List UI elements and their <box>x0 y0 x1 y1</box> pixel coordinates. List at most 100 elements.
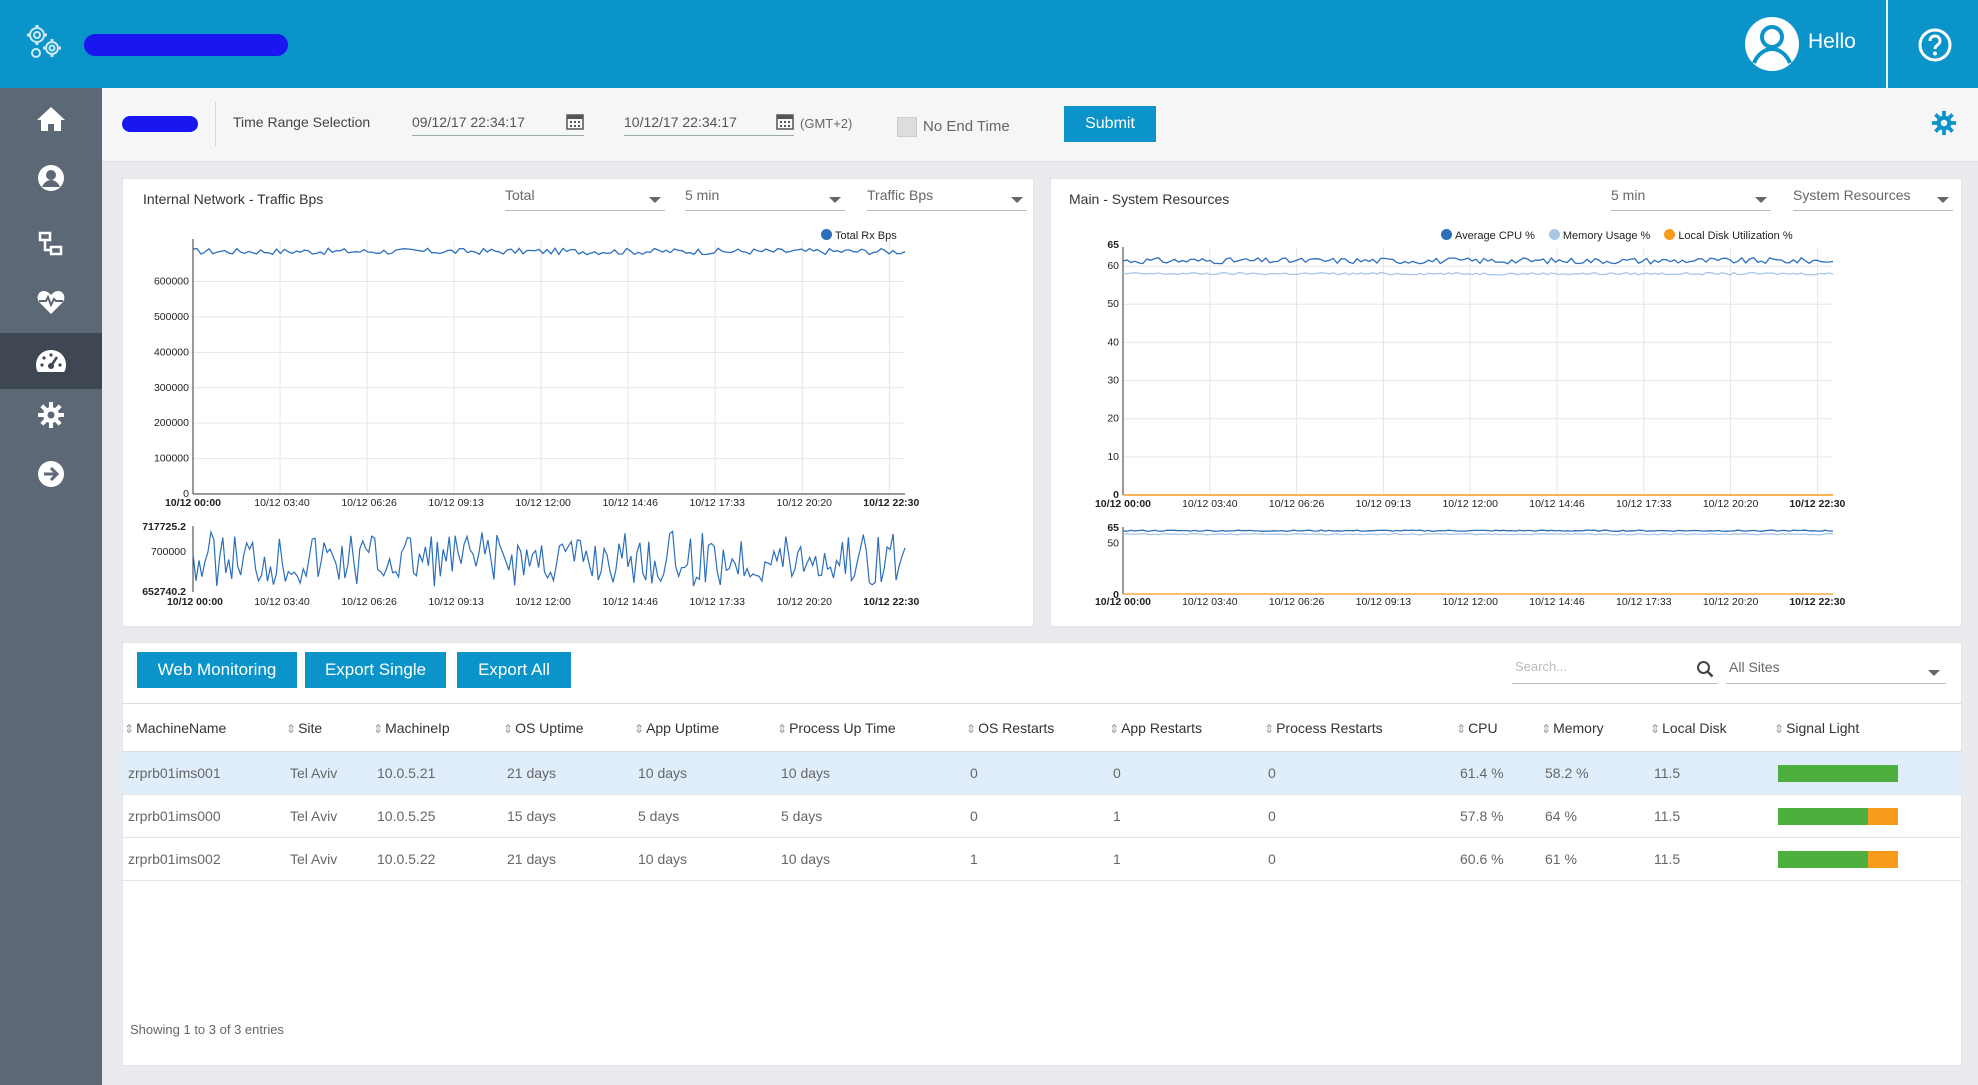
calendar-icon[interactable] <box>776 112 794 133</box>
app-logo-gears-icon[interactable] <box>22 20 66 69</box>
sidebar-item-logout[interactable] <box>0 446 102 502</box>
user-avatar-icon[interactable] <box>1744 16 1800 77</box>
traffic-legend: Total Rx Bps <box>821 229 897 242</box>
signal-green-segment <box>1778 764 1898 782</box>
sort-icon[interactable]: ⇕ <box>1456 721 1467 736</box>
sidebar-item-network[interactable] <box>0 216 102 272</box>
table-cell: 57.8 % <box>1454 794 1539 838</box>
settings-gear-icon[interactable] <box>1931 110 1957 141</box>
total-dropdown[interactable]: Total <box>505 183 665 211</box>
legend-label: Total Rx Bps <box>835 230 897 242</box>
interval-dropdown[interactable]: 5 min <box>685 183 845 211</box>
sort-icon[interactable]: ⇕ <box>1109 721 1120 736</box>
sort-icon[interactable]: ⇕ <box>1264 721 1275 736</box>
table-cell: 11.5 <box>1648 837 1772 881</box>
column-header[interactable]: ⇕ Process Up Time <box>775 703 964 752</box>
table-cell: 61.4 % <box>1454 751 1539 795</box>
resources-legend: Average CPU % Memory Usage % Local Disk … <box>1441 229 1793 242</box>
navigator-series-line-cpu <box>1122 529 1834 532</box>
column-header[interactable]: ⇕ Site <box>284 703 371 752</box>
table-cell: 21 days <box>501 837 632 881</box>
table-cell: 0 <box>1262 794 1454 838</box>
submit-button[interactable]: Submit <box>1064 106 1156 142</box>
column-header[interactable]: ⇕ Local Disk <box>1648 703 1772 752</box>
table-row[interactable]: zrprb01ims002 Tel Aviv 10.0.5.22 21 days 10 … <box>122 837 1962 881</box>
start-date-input[interactable]: 09/12/17 22:34:17 <box>412 110 584 136</box>
navigator-x-tick-label: 10/12 17:33 <box>1616 596 1672 608</box>
table-cell: 10 days <box>775 837 964 881</box>
column-header[interactable]: ⇕ MachineName <box>122 703 284 752</box>
export-single-button[interactable]: Export Single <box>305 652 446 688</box>
column-header[interactable]: ⇕ Process Restarts <box>1262 703 1454 752</box>
web-monitoring-button[interactable]: Web Monitoring <box>137 652 297 688</box>
column-header[interactable]: ⇕ App Restarts <box>1107 703 1262 752</box>
table-cell: 10 days <box>632 837 775 881</box>
resources-interval-dropdown[interactable]: 5 min <box>1611 183 1771 211</box>
column-header-label: CPU <box>1468 719 1498 736</box>
sidebar <box>0 88 102 1085</box>
table-row[interactable]: zrprb01ims001 Tel Aviv 10.0.5.21 21 days 10 … <box>122 751 1962 795</box>
sidebar-item-dashboard[interactable] <box>0 333 102 389</box>
column-header[interactable]: ⇕ App Uptime <box>632 703 775 752</box>
sort-icon[interactable]: ⇕ <box>286 721 297 736</box>
calendar-icon[interactable] <box>566 112 584 133</box>
export-all-button[interactable]: Export All <box>457 652 571 688</box>
table-cell: 21 days <box>501 751 632 795</box>
sort-icon[interactable]: ⇕ <box>124 721 135 736</box>
signal-green-segment <box>1778 850 1868 868</box>
column-header[interactable]: ⇕ OS Restarts <box>964 703 1107 752</box>
search-input[interactable]: Search... <box>1512 656 1718 684</box>
signal-light-bar <box>1778 764 1898 782</box>
navigator-x-tick-label: 10/12 09:13 <box>1356 596 1412 608</box>
sort-icon[interactable]: ⇕ <box>634 721 645 736</box>
end-date-input[interactable]: 10/12/17 22:34:17 <box>624 110 794 136</box>
site-filter-dropdown[interactable]: All Sites <box>1726 656 1946 684</box>
x-tick-label: 10/12 12:00 <box>1442 498 1498 510</box>
sort-icon[interactable]: ⇕ <box>966 721 977 736</box>
sidebar-item-settings[interactable] <box>0 387 102 443</box>
column-header[interactable]: ⇕ MachineIp <box>371 703 501 752</box>
no-end-time-label[interactable]: No End Time <box>923 118 1010 135</box>
legend-item[interactable]: Average CPU % <box>1441 229 1535 242</box>
resources-chart[interactable]: 0 10 20 30 40 50 60 65 10/12 00:00 10/12 03:40 10/… <box>1051 179 1963 628</box>
no-end-time-checkbox[interactable] <box>897 117 917 137</box>
site-name-redacted <box>122 116 198 132</box>
x-tick-label: 10/12 22:30 <box>1789 498 1845 510</box>
column-header[interactable]: ⇕ Memory <box>1539 703 1648 752</box>
sidebar-item-user[interactable] <box>0 150 102 206</box>
legend-item[interactable]: Memory Usage % <box>1548 229 1650 242</box>
top-bar: Hello <box>0 0 1978 88</box>
traffic-chart[interactable]: 0 100000 200000 300000 400000 500000 600000 10/… <box>123 179 1035 628</box>
table-cell: 61 % <box>1539 837 1648 881</box>
resources-metric-dropdown[interactable]: System Resources <box>1793 183 1953 211</box>
series-line-total-rx <box>192 247 906 256</box>
column-header-label: MachineName <box>136 719 227 736</box>
column-header[interactable]: ⇕ Signal Light <box>1772 703 1962 752</box>
sidebar-item-home[interactable] <box>0 91 102 147</box>
search-icon[interactable] <box>1696 660 1714 683</box>
table-row[interactable]: zrprb01ims000 Tel Aviv 10.0.5.25 15 days 5 d… <box>122 794 1962 838</box>
x-tick-label: 10/12 20:20 <box>1703 498 1759 510</box>
greeting-text[interactable]: Hello <box>1808 30 1856 53</box>
table-cell: Tel Aviv <box>284 837 371 881</box>
legend-item[interactable]: Total Rx Bps <box>821 229 897 242</box>
y-tick-label: 30 <box>1107 375 1119 387</box>
y-tick-label: 100000 <box>154 453 189 465</box>
legend-item[interactable]: Local Disk Utilization % <box>1664 229 1793 242</box>
column-header[interactable]: ⇕ CPU <box>1454 703 1539 752</box>
help-icon[interactable] <box>1918 28 1952 67</box>
signal-green-segment <box>1778 807 1868 825</box>
table-cell: 10.0.5.22 <box>371 837 501 881</box>
metric-dropdown[interactable]: Traffic Bps <box>867 183 1027 211</box>
sidebar-item-health[interactable] <box>0 274 102 330</box>
sort-icon[interactable]: ⇕ <box>1774 721 1785 736</box>
chevron-down-icon <box>1755 197 1767 203</box>
filter-divider <box>215 102 216 146</box>
sort-icon[interactable]: ⇕ <box>777 721 788 736</box>
navigator-x-tick-label: 10/12 00:00 <box>167 596 223 608</box>
sort-icon[interactable]: ⇕ <box>1541 721 1552 736</box>
sort-icon[interactable]: ⇕ <box>503 721 514 736</box>
sort-icon[interactable]: ⇕ <box>1650 721 1661 736</box>
sort-icon[interactable]: ⇕ <box>373 721 384 736</box>
column-header[interactable]: ⇕ OS Uptime <box>501 703 632 752</box>
